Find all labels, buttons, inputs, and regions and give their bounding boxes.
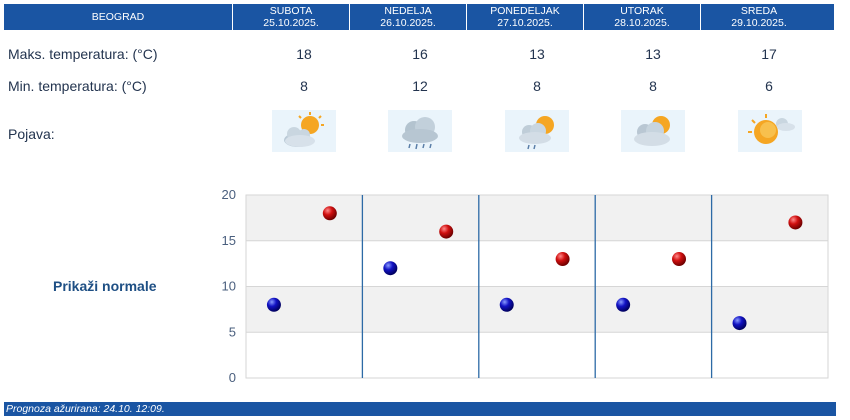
min-temperature-row: Min. temperatura: (°C) 8 12 8 8 6 [0,74,850,100]
max-temperature-value: 17 [761,46,777,62]
cloud-sun-light-rain-icon [505,110,569,152]
min-temperature-point [732,316,747,331]
max-temperature-label: Maks. temperatura: (°C) [8,46,158,62]
max-temperature-row: Maks. temperatura: (°C) 18 16 13 13 17 [0,42,850,68]
day-date: 28.10.2025. [614,17,670,29]
min-temperature-value: 8 [649,78,657,94]
y-tick-label: 10 [222,279,236,294]
chart-band [246,332,828,378]
day-header-1: SUBOTA 25.10.2025. [232,4,349,30]
day-header-5: SREDA 29.10.2025. [700,4,817,30]
phenomenon-row: Pojava: [0,122,850,148]
max-temperature-point [322,206,337,221]
min-temperature-value: 12 [412,78,428,94]
forecast-header: BEOGRAD SUBOTA 25.10.2025. NEDELJA 26.10… [4,4,834,30]
min-temperature-value: 8 [300,78,308,94]
temperature-chart-svg: 0 5 10 15 20 [222,187,829,385]
max-temperature-value: 13 [529,46,545,62]
min-temperature-value: 6 [765,78,773,94]
cloud-sun-icon [621,110,685,152]
max-temperature-point [788,215,803,230]
max-temperature-point [555,252,570,267]
y-tick-label: 0 [229,370,236,385]
y-tick-label: 5 [229,324,236,339]
min-temperature-point [616,297,631,312]
max-temperature-point [672,252,687,267]
temperature-chart: 0 5 10 15 20 [0,180,850,390]
min-temperature-label: Min. temperatura: (°C) [8,78,147,94]
y-tick-label: 15 [222,233,236,248]
min-temperature-point [499,297,514,312]
min-temperature-point [266,297,281,312]
day-date: 25.10.2025. [263,17,319,29]
sun-cloud-icon [738,110,802,152]
chart-band [246,286,828,333]
city-name: BEOGRAD [91,11,145,23]
day-name: SUBOTA [269,5,313,17]
chart-frame [245,194,829,379]
day-header-2: NEDELJA 26.10.2025. [349,4,466,30]
forecast-updated-footer: Prognoza ažurirana: 24.10. 12:09. [4,402,836,416]
show-normals-link[interactable]: Prikaži normale [53,278,157,294]
max-temperature-point [439,224,454,239]
day-header-4: UTORAK 28.10.2025. [583,4,700,30]
day-name: SREDA [740,5,778,17]
day-name: NEDELJA [384,5,432,17]
day-date: 26.10.2025. [380,17,436,29]
day-date: 27.10.2025. [497,17,553,29]
y-tick-label: 20 [222,187,236,202]
day-name: UTORAK [620,5,664,17]
partly-cloudy-sun-icon [272,110,336,152]
phenomenon-label: Pojava: [8,126,55,142]
chart-band [246,195,828,241]
day-header-3: PONEDELJAK 27.10.2025. [466,4,583,30]
max-temperature-value: 18 [296,46,312,62]
day-date: 29.10.2025. [731,17,787,29]
min-temperature-value: 8 [533,78,541,94]
min-temperature-point [383,261,398,276]
day-name: PONEDELJAK [490,5,560,17]
max-temperature-value: 16 [412,46,428,62]
chart-band [246,240,828,287]
rain-cloud-icon [388,110,452,152]
max-temperature-value: 13 [645,46,661,62]
